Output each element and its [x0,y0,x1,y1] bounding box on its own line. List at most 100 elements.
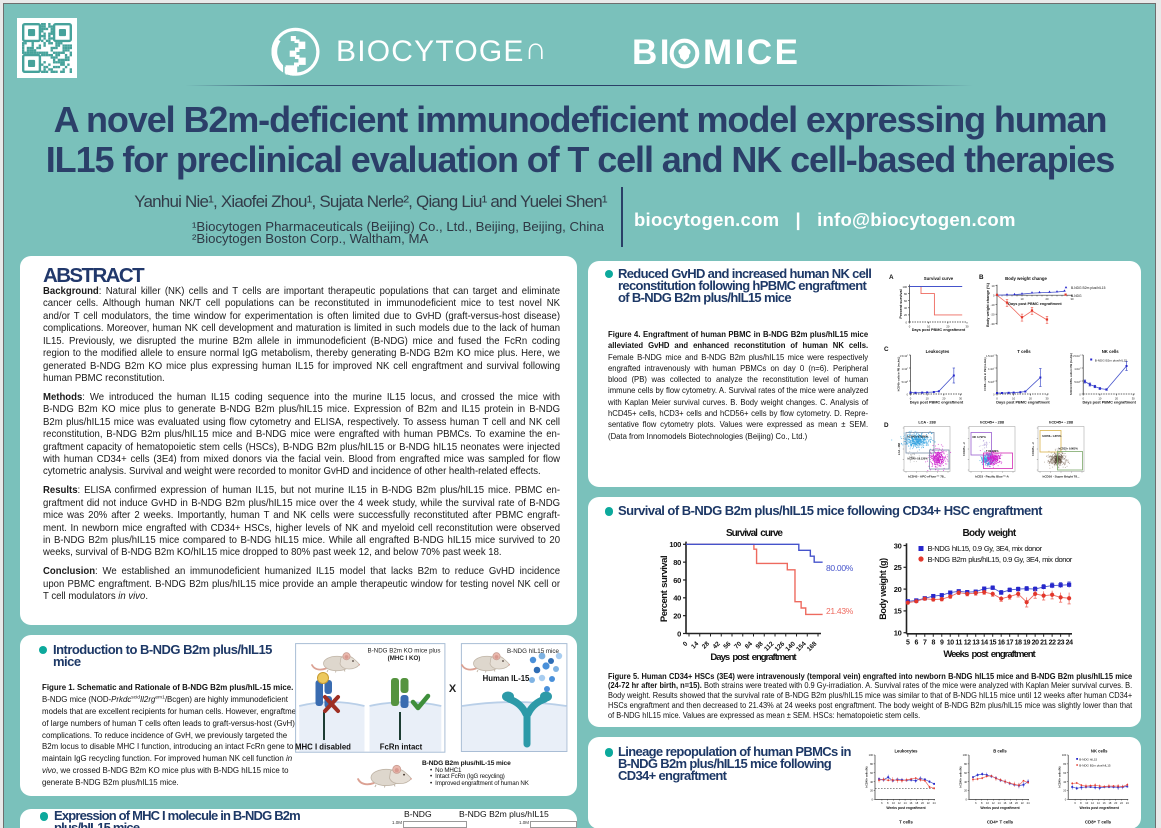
svg-text:100: 100 [1062,753,1067,757]
svg-text:Body weight (g): Body weight (g) [878,558,888,620]
svg-text:1×107: 1×107 [988,368,994,371]
svg-text:Weeks post engraftment: Weeks post engraftment [1080,806,1120,810]
svg-text:0: 0 [996,397,998,401]
svg-text:C: C [884,346,889,353]
svg-text:20: 20 [894,585,902,594]
svg-text:30: 30 [966,325,969,329]
svg-text:1×107: 1×107 [902,368,908,371]
svg-text:20: 20 [1015,801,1018,805]
svg-text:Weeks post engraftment: Weeks post engraftment [943,649,1036,660]
svg-text:10: 10 [926,397,929,401]
svg-text:hCD3+ cells in PB (no./mL): hCD3+ cells in PB (no./mL) [983,357,987,390]
svg-text:20: 20 [870,789,873,793]
svg-text:20: 20 [1115,397,1118,401]
svg-text:8: 8 [932,640,936,647]
svg-text:hCD33+ 9.862%: hCD33+ 9.862% [1059,447,1079,451]
svg-text:B-NDG hIL15, 0.9 Gy, 3E4, mix: B-NDG hIL15, 0.9 Gy, 3E4, mix donor [928,544,1043,553]
svg-text:18: 18 [1015,640,1022,647]
svg-text:hCD45+ - 2: hCD45+ - 2 [962,442,966,456]
svg-text:Weeks post engraftment: Weeks post engraftment [980,806,1020,810]
svg-text:0: 0 [1079,394,1081,397]
svg-text:T cells: T cells [899,820,913,825]
svg-text:40: 40 [870,780,873,784]
svg-text:hCD45- 18.120%: hCD45- 18.120% [908,457,929,461]
svg-text:22: 22 [927,801,930,805]
svg-text:0: 0 [993,394,995,397]
svg-text:12: 12 [992,801,995,805]
svg-text:10: 10 [892,801,895,805]
svg-text:100: 100 [669,540,681,549]
svg-text:30: 30 [1071,297,1074,301]
svg-text:B-NDG B2m KO mice plus: B-NDG B2m KO mice plus [368,648,441,655]
svg-text:60: 60 [870,771,873,775]
svg-text:CD8+ T cells: CD8+ T cells [1085,820,1112,825]
svg-text:10: 10 [1085,801,1088,805]
svg-text:22: 22 [1049,640,1056,647]
svg-text:14: 14 [690,640,700,650]
svg-text:Human IL-15: Human IL-15 [483,674,530,683]
svg-text:20: 20 [1032,640,1039,647]
svg-text:10: 10 [1012,397,1015,401]
svg-text:60: 60 [964,771,967,775]
svg-text:13: 13 [972,640,979,647]
svg-text:21: 21 [1040,640,1047,647]
svg-text:22: 22 [1021,801,1024,805]
svg-text:Weeks post engraftment: Weeks post engraftment [886,806,926,810]
svg-text:84: 84 [744,640,754,650]
svg-text:B-NDG B2m plus/hIL15: B-NDG B2m plus/hIL15 [1079,763,1111,767]
svg-text:5×106: 5×106 [988,381,994,384]
svg-text:0: 0 [682,640,690,648]
svg-text:hCD45+ cells (%): hCD45+ cells (%) [959,766,963,787]
svg-text:10: 10 [927,325,930,329]
svg-text:Days post PBMC engraftment: Days post PBMC engraftment [910,401,964,405]
svg-text:FcRn intact: FcRn intact [380,743,423,752]
svg-text:18: 18 [1009,801,1012,805]
svg-text:6: 6 [881,801,883,805]
svg-text:10: 10 [992,284,995,288]
svg-text:0: 0 [993,294,995,298]
svg-text:B-NDG hIL15 mice: B-NDG hIL15 mice [507,648,559,655]
svg-text:B-NDG B2m plus/hIL15: B-NDG B2m plus/hIL15 [1071,286,1106,290]
svg-text:30: 30 [1132,397,1135,401]
svg-text:6: 6 [1074,801,1076,805]
svg-text:15: 15 [894,607,902,616]
svg-text:Percent survival: Percent survival [659,556,670,622]
svg-text:80: 80 [673,558,681,567]
svg-text:B-NDG hIL15: B-NDG hIL15 [1079,757,1097,761]
svg-text:0: 0 [1082,397,1084,401]
svg-text:LCA - 288: LCA - 288 [918,421,935,425]
svg-text:42: 42 [712,640,722,650]
svg-text:22: 22 [1120,801,1123,805]
svg-text:10: 10 [986,801,989,805]
svg-text:Percent survival: Percent survival [899,289,903,318]
svg-text:Body weight: Body weight [963,528,1017,539]
svg-text:12: 12 [1091,801,1094,805]
svg-text:24: 24 [1027,801,1030,805]
svg-text:56: 56 [722,640,732,650]
svg-text:7: 7 [923,640,927,647]
svg-text:16: 16 [1003,801,1006,805]
svg-text:23: 23 [1057,640,1064,647]
svg-text:28: 28 [701,640,711,650]
svg-text:6: 6 [915,640,919,647]
svg-text:168: 168 [806,640,819,653]
svg-text:40: 40 [904,306,907,310]
svg-text:10: 10 [947,640,954,647]
svg-text:0: 0 [906,320,908,324]
svg-text:hCD3 - Pacific Blue™-A: hCD3 - Pacific Blue™-A [975,475,1010,479]
svg-text:80: 80 [1063,762,1066,766]
svg-text:20: 20 [964,789,967,793]
svg-text:0: 0 [907,394,909,397]
svg-text:20: 20 [1063,789,1066,793]
svg-text:X: X [449,683,457,695]
svg-text:60: 60 [904,299,907,303]
svg-text:MHC I disabled: MHC I disabled [295,743,351,752]
svg-text:0: 0 [909,325,911,329]
svg-text:80: 80 [904,292,907,296]
svg-text:NK 3.797%: NK 3.797% [973,435,987,439]
svg-text:D: D [884,422,889,429]
svg-text:-30: -30 [991,322,995,326]
svg-text:40: 40 [1063,780,1066,784]
svg-text:0: 0 [966,798,968,802]
svg-text:1.5×107: 1.5×107 [1072,355,1080,358]
